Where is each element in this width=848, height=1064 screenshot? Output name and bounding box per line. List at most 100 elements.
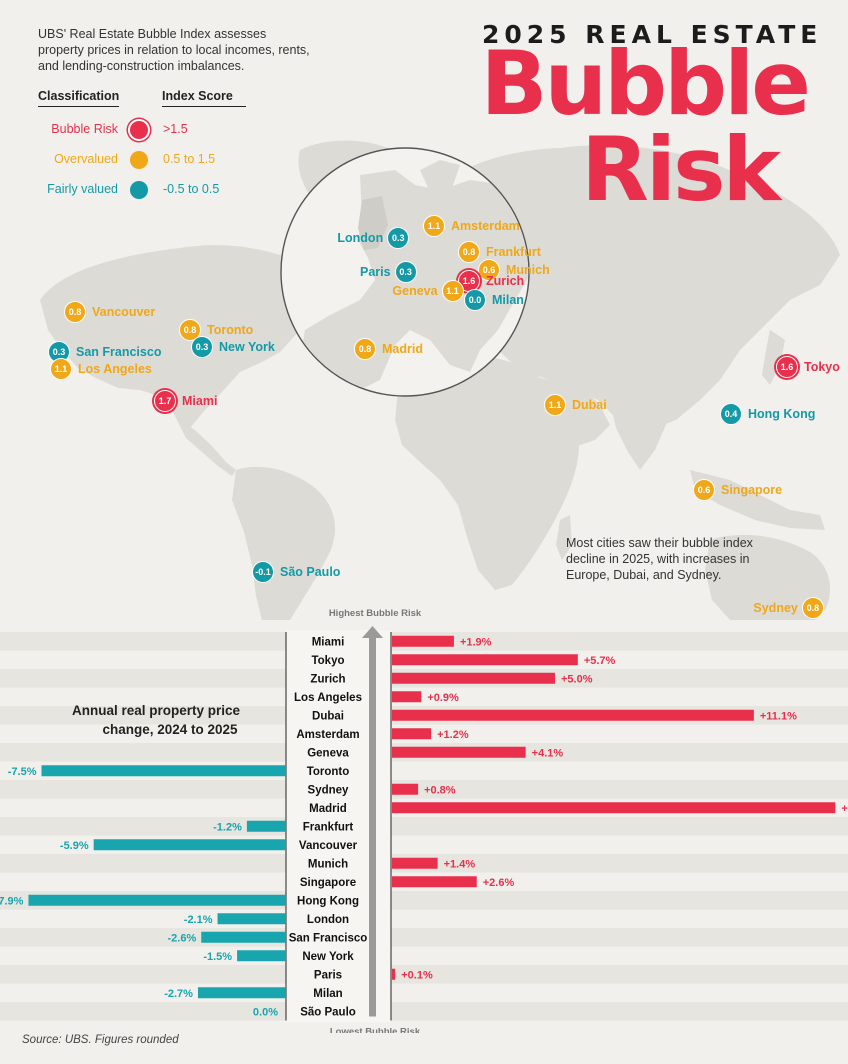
- category-label: New York: [302, 951, 354, 963]
- city-name: Zurich: [486, 274, 525, 288]
- city-score-badge: 0.3: [191, 336, 213, 358]
- bubble-risk-arrow-shaft: [369, 636, 376, 1017]
- category-label: São Paulo: [300, 1007, 356, 1019]
- title-risk: Risk: [581, 118, 781, 221]
- japan-landmass: [762, 330, 785, 385]
- city-name: New York: [219, 340, 275, 354]
- category-label: Toronto: [307, 766, 350, 778]
- value-label: +5.7%: [584, 655, 616, 667]
- category-label: Milan: [313, 988, 342, 1000]
- bar: [392, 709, 754, 721]
- value-label: +4.1%: [532, 748, 564, 760]
- category-label: Munich: [308, 859, 348, 871]
- category-label: London: [307, 914, 349, 926]
- central-america-landmass: [176, 418, 236, 476]
- city-marker: 0.0 Milan: [464, 289, 524, 311]
- value-label: +5.0%: [561, 674, 593, 686]
- category-label: Geneva: [307, 748, 349, 760]
- category-label: Singapore: [300, 877, 356, 889]
- city-score-badge: 0.6: [478, 259, 500, 281]
- bar: [41, 765, 286, 777]
- legend-label: Bubble Risk: [51, 122, 118, 136]
- india-landmass: [610, 398, 668, 470]
- legend-dot: [130, 181, 148, 199]
- value-label: +11.1%: [760, 711, 797, 723]
- city-name: Amsterdam: [451, 219, 520, 233]
- city-score-badge: 0.8: [801, 597, 824, 619]
- city-marker: 0.8 Madrid: [354, 338, 423, 360]
- bubble-risk-arrow-head: [362, 626, 383, 638]
- category-label: Sydney: [308, 785, 350, 797]
- city-marker: 0.8 Frankfurt: [458, 241, 541, 263]
- city-marker: Sydney 0.8: [753, 597, 824, 619]
- legend-range: >1.5: [163, 122, 188, 136]
- eurasia-landmass: [410, 145, 840, 430]
- city-marker: Geneva 1.1: [392, 280, 464, 302]
- bar: [392, 802, 836, 814]
- category-label: Hong Kong: [297, 896, 359, 908]
- value-label: +0.9%: [427, 692, 459, 704]
- city-marker: 0.6 Munich: [478, 259, 550, 281]
- bar: [28, 894, 287, 906]
- city-marker: 1.1 Amsterdam: [423, 215, 520, 237]
- row-stripe: [0, 928, 848, 947]
- australia-landmass: [705, 534, 830, 620]
- city-name: Vancouver: [92, 305, 156, 319]
- madagascar-landmass: [556, 515, 572, 560]
- city-score-badge: 0.8: [458, 241, 480, 263]
- city-score-badge: 1.1: [441, 280, 464, 302]
- city-name: Los Angeles: [78, 362, 152, 376]
- row-stripe: [0, 780, 848, 799]
- city-name: Frankfurt: [486, 245, 541, 259]
- city-marker: 0.4 Hong Kong: [720, 403, 815, 425]
- highest-bubble-risk-label: Highest Bubble Risk: [329, 608, 422, 619]
- value-label: +1.2%: [437, 729, 469, 741]
- legend-label: Fairly valued: [47, 182, 118, 196]
- bar: [392, 672, 555, 684]
- bar: [392, 654, 578, 666]
- city-score-badge: 1.1: [544, 394, 566, 416]
- africa-landmass: [395, 353, 580, 590]
- bar: [392, 746, 526, 758]
- value-label: +1.4%: [444, 859, 476, 871]
- city-score-badge: 0.8: [354, 338, 376, 360]
- value-label: -2.6%: [167, 933, 196, 945]
- city-score-badge: 0.0: [464, 289, 486, 311]
- legend-label: Overvalued: [54, 152, 118, 166]
- price-change-chart: Highest Bubble Risk Lowest Bubble Risk Ann…: [0, 608, 848, 1034]
- bar: [392, 857, 438, 869]
- category-label: Frankfurt: [303, 822, 354, 834]
- city-name: Madrid: [382, 342, 423, 356]
- city-marker: London 0.3: [337, 227, 410, 249]
- city-name: Miami: [182, 394, 218, 408]
- value-label: 0.0%: [253, 1007, 278, 1019]
- city-name: Hong Kong: [748, 407, 816, 421]
- row-stripe: [0, 1002, 848, 1021]
- city-marker: 0.3 New York: [191, 336, 275, 358]
- city-name: San Francisco: [76, 345, 162, 359]
- city-name: Geneva: [392, 284, 438, 298]
- value-label: +0.8%: [424, 785, 456, 797]
- bar: [217, 913, 286, 925]
- city-marker: Paris 0.3: [360, 261, 417, 283]
- value-label: -7.5%: [8, 766, 37, 778]
- city-marker: 1.6 Tokyo: [776, 356, 840, 378]
- category-label: Zurich: [310, 674, 345, 686]
- value-label: -7.9%: [0, 896, 24, 908]
- city-name: São Paulo: [280, 565, 341, 579]
- city-name: Tokyo: [804, 360, 840, 374]
- category-label: Amsterdam: [296, 729, 359, 741]
- south-america-landmass: [232, 466, 335, 620]
- city-name: Dubai: [572, 398, 607, 412]
- city-marker: 0.3 San Francisco: [48, 341, 161, 363]
- intro-text: UBS' Real Estate Bubble Index assesses p…: [38, 27, 310, 73]
- bar: [237, 950, 286, 962]
- bar: [201, 931, 286, 943]
- city-marker: -0.1 São Paulo: [252, 561, 340, 583]
- legend-classification-header: Classification: [38, 89, 120, 107]
- value-label: +13.6%: [841, 803, 848, 815]
- city-marker: 0.8 Vancouver: [64, 301, 155, 323]
- lowest-bubble-risk-label: Lowest Bubble Risk: [330, 1027, 421, 1034]
- value-label: -5.9%: [60, 840, 89, 852]
